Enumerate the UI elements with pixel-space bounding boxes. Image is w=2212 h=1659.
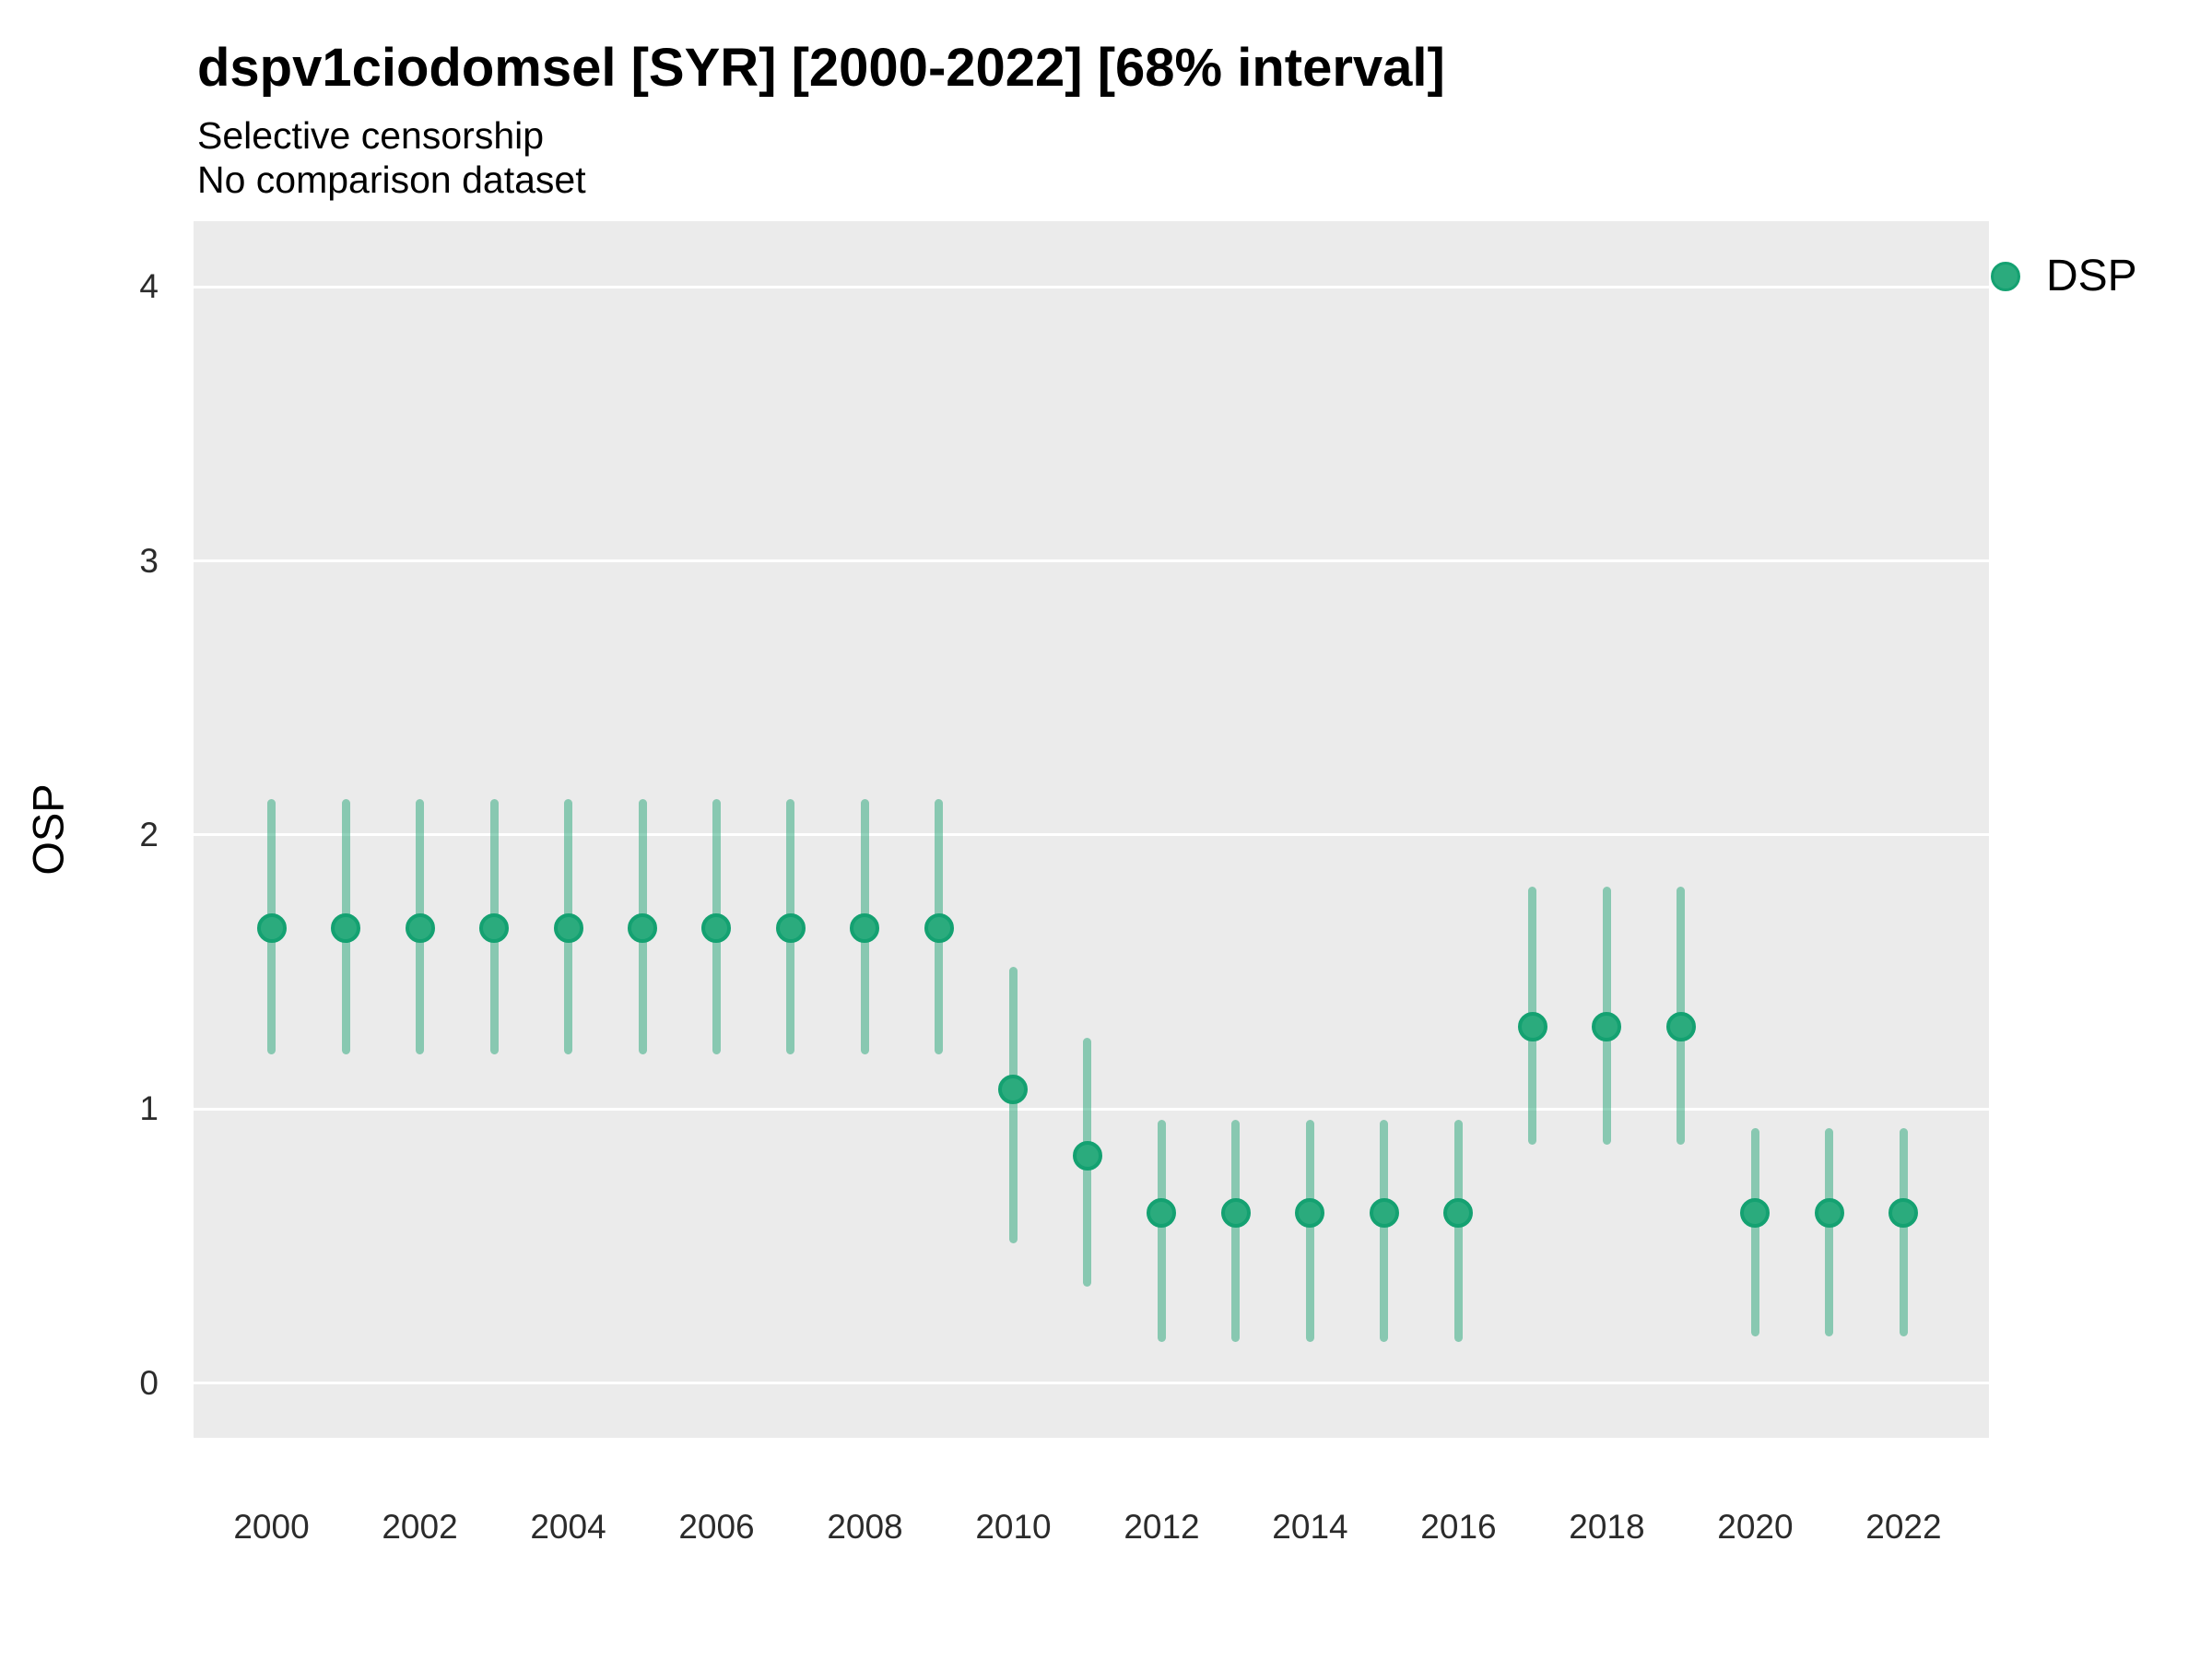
interval-bar-2022	[1899, 1128, 1908, 1336]
legend-point-icon	[1991, 261, 2020, 291]
data-point-2008	[850, 913, 880, 944]
interval-bar-2010	[1008, 966, 1018, 1243]
x-tick-label-2012: 2012	[1124, 1508, 1200, 1546]
y-tick-label-2: 2	[139, 815, 159, 853]
data-point-2000	[256, 913, 287, 944]
interval-bar-2020	[1750, 1128, 1759, 1336]
data-point-2021	[1814, 1198, 1844, 1229]
y-tick-label-1: 1	[139, 1089, 159, 1128]
y-tick-label-4: 4	[139, 267, 159, 306]
plot-panel	[194, 221, 1989, 1438]
data-point-2016	[1443, 1198, 1474, 1229]
y-gridline	[194, 833, 1989, 837]
x-tick-label-2004: 2004	[530, 1508, 606, 1546]
data-point-2004	[553, 913, 583, 944]
data-point-2010	[998, 1075, 1029, 1105]
data-point-2022	[1888, 1198, 1919, 1229]
interval-bar-2015	[1380, 1120, 1389, 1342]
data-point-2002	[405, 913, 435, 944]
data-point-2001	[331, 913, 361, 944]
data-point-2011	[1072, 1140, 1102, 1171]
data-point-2007	[775, 913, 806, 944]
y-gridline	[194, 285, 1989, 288]
x-tick-label-2016: 2016	[1420, 1508, 1497, 1546]
x-tick-label-2022: 2022	[1865, 1508, 1942, 1546]
data-point-2019	[1665, 1012, 1696, 1042]
data-point-2005	[628, 913, 657, 944]
data-point-2012	[1147, 1198, 1177, 1229]
data-point-2013	[1220, 1198, 1251, 1229]
data-point-2020	[1740, 1198, 1771, 1229]
interval-bar-2013	[1231, 1120, 1241, 1342]
x-tick-label-2002: 2002	[382, 1508, 458, 1546]
chart-subtitle-line1: Selective censorship	[197, 114, 545, 157]
legend: DSP	[1991, 251, 2137, 301]
y-tick-label-0: 0	[139, 1363, 159, 1402]
legend-label-dsp: DSP	[2046, 252, 2137, 300]
interval-bar-2014	[1305, 1120, 1314, 1342]
y-gridline	[194, 559, 1989, 563]
data-point-2015	[1369, 1198, 1399, 1229]
chart-subtitle-line2: No comparison dataset	[197, 159, 586, 201]
x-tick-label-2008: 2008	[827, 1508, 903, 1546]
x-tick-label-2006: 2006	[678, 1508, 755, 1546]
x-tick-label-2020: 2020	[1717, 1508, 1794, 1546]
interval-bar-2016	[1453, 1120, 1463, 1342]
data-point-2018	[1592, 1012, 1622, 1042]
y-tick-label-3: 3	[139, 541, 159, 580]
x-tick-label-2018: 2018	[1569, 1508, 1645, 1546]
chart-title: dspv1ciodomsel [SYR] [2000-2022] [68% in…	[197, 38, 1445, 98]
data-point-2009	[924, 913, 954, 944]
x-tick-label-2014: 2014	[1272, 1508, 1348, 1546]
data-point-2017	[1517, 1012, 1547, 1042]
y-gridline	[194, 1382, 1989, 1385]
data-point-2003	[479, 913, 509, 944]
x-tick-label-2000: 2000	[233, 1508, 310, 1546]
x-tick-label-2010: 2010	[975, 1508, 1052, 1546]
data-point-2006	[701, 913, 732, 944]
interval-bar-2021	[1825, 1128, 1834, 1336]
interval-bar-2012	[1157, 1120, 1166, 1342]
data-point-2014	[1295, 1198, 1325, 1229]
